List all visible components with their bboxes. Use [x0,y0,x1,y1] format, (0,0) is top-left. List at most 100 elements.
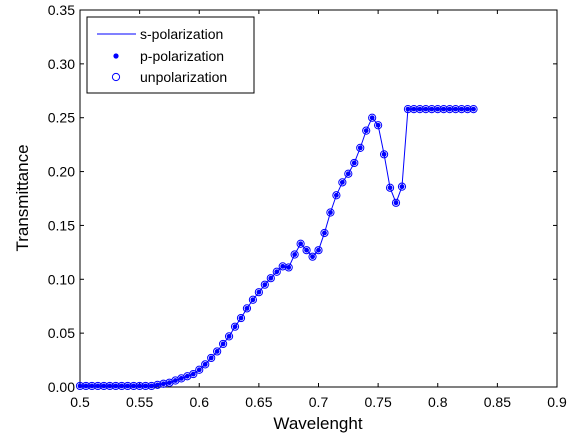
data-point-unpolarization [254,288,263,297]
y-tick-label: 0.25 [48,110,75,126]
y-tick-label: 0.05 [48,325,75,341]
data-point-unpolarization [296,239,305,248]
data-point-unpolarization [427,104,436,114]
data-point-p-polarization [393,200,399,206]
data-point-unpolarization [421,104,430,114]
data-point-unpolarization [75,381,85,391]
data-point-p-polarization [77,383,83,389]
data-point-p-polarization [178,375,184,381]
data-point-unpolarization [201,360,210,369]
data-point-unpolarization [87,381,97,391]
data-point-unpolarization [457,104,466,114]
data-point-p-polarization [83,383,89,389]
data-point-unpolarization [207,353,216,363]
data-point-p-polarization [369,115,375,121]
data-point-unpolarization [230,322,240,331]
data-point-p-polarization [322,230,327,236]
data-point-unpolarization [338,178,347,187]
data-point-unpolarization [433,104,442,114]
data-point-p-polarization [333,192,339,198]
data-point-p-polarization [351,160,357,166]
data-point-unpolarization [409,104,418,114]
legend-label-s-polarization: s-polarization [140,26,223,42]
y-tick-label: 0.30 [48,56,75,72]
data-point-p-polarization [423,106,429,112]
data-point-p-polarization [405,106,411,112]
data-point-unpolarization [236,313,246,323]
data-point-unpolarization [99,381,108,391]
data-point-p-polarization [143,383,148,389]
data-point-unpolarization [451,104,460,114]
y-tick-label: 0.35 [48,2,75,18]
data-point-unpolarization [93,381,102,391]
data-point-p-polarization [244,305,250,311]
data-point-p-polarization [453,106,459,112]
data-point-p-polarization [89,383,95,389]
data-point-p-polarization [137,383,143,389]
data-point-p-polarization [214,349,220,354]
data-point-p-polarization [232,324,238,330]
y-tick-label: 0.15 [48,217,75,233]
data-point-p-polarization [429,106,435,112]
data-point-unpolarization [302,246,311,255]
data-point-unpolarization [314,246,323,255]
data-point-p-polarization [250,297,256,303]
data-point-unpolarization [463,104,472,114]
data-point-p-polarization [256,289,262,295]
data-point-p-polarization [441,106,447,112]
data-point-unpolarization [445,104,454,114]
y-axis-label: Transmittance [13,144,32,251]
data-point-unpolarization [242,304,252,313]
data-point-unpolarization [105,381,114,391]
data-point-unpolarization [379,150,389,159]
data-point-p-polarization [196,367,202,373]
x-tick-label: 0.5 [70,394,90,410]
data-point-unpolarization [391,198,401,207]
data-point-p-polarization [101,383,107,389]
data-point-p-polarization [316,247,321,253]
data-point-p-polarization [310,254,315,260]
x-tick-label: 0.55 [126,394,153,410]
data-point-unpolarization [147,381,156,391]
data-point-p-polarization [298,241,304,247]
data-point-unpolarization [403,104,413,114]
data-point-p-polarization [280,263,286,269]
data-point-unpolarization [385,183,395,192]
series-layer [75,104,478,391]
data-point-unpolarization [135,381,144,391]
data-point-unpolarization [248,295,258,304]
data-point-p-polarization [274,269,280,275]
x-tick-label: 0.7 [309,394,329,410]
data-point-unpolarization [177,374,186,383]
x-tick-label: 0.65 [245,394,272,410]
data-point-p-polarization [292,252,298,257]
legend-label-unpolarization: unpolarization [140,69,227,85]
data-point-unpolarization [129,381,138,391]
data-point-unpolarization [141,381,150,391]
data-point-p-polarization [399,184,405,190]
data-point-unpolarization [111,381,120,391]
data-point-unpolarization [356,143,365,152]
data-point-unpolarization [171,376,180,385]
data-point-unpolarization [469,104,478,114]
data-point-p-polarization [328,210,333,215]
data-point-p-polarization [339,179,345,185]
data-point-p-polarization [262,282,268,288]
data-point-p-polarization [435,106,441,112]
data-point-unpolarization [362,126,371,135]
data-point-unpolarization [260,280,269,289]
data-point-unpolarization [415,104,424,114]
data-point-p-polarization [357,145,363,151]
data-point-p-polarization [447,106,453,112]
data-point-unpolarization [272,267,281,276]
data-point-unpolarization [153,380,162,389]
data-point-unpolarization [326,208,335,217]
data-point-p-polarization [471,106,476,112]
data-point-p-polarization [161,381,166,387]
data-point-unpolarization [439,104,448,114]
y-tick-label: 0.00 [48,379,75,395]
data-point-p-polarization [208,355,214,361]
data-point-p-polarization [345,171,351,177]
data-point-unpolarization [213,347,222,356]
